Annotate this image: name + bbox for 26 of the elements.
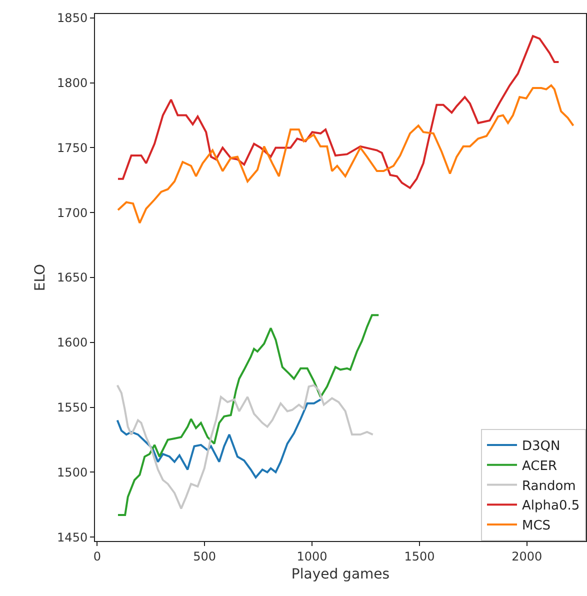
y-tick-label: 1750 bbox=[57, 140, 88, 155]
y-tick-label: 1700 bbox=[57, 206, 88, 220]
x-tick-label: 0 bbox=[93, 549, 101, 564]
y-tick-label: 1850 bbox=[57, 11, 88, 26]
line-series bbox=[116, 314, 380, 516]
legend-label: Random bbox=[522, 478, 576, 494]
x-tick-label: 1500 bbox=[404, 549, 435, 564]
x-tick-label: 500 bbox=[193, 549, 216, 564]
y-tick-label: 1450 bbox=[57, 530, 88, 544]
y-tick-label: 1550 bbox=[57, 400, 88, 414]
legend-label: MCS bbox=[522, 518, 551, 534]
x-tick-label: 2000 bbox=[512, 549, 542, 564]
y-tick-label: 1650 bbox=[57, 270, 88, 285]
y-axis-title: ELO bbox=[32, 264, 49, 292]
legend-label: D3QN bbox=[522, 439, 560, 454]
x-axis-title: Played games bbox=[291, 566, 390, 583]
legend-label: Alpha0.5 bbox=[522, 498, 580, 514]
line-series bbox=[116, 384, 374, 510]
y-tick-label: 1600 bbox=[57, 336, 88, 350]
y-tick-label: 1500 bbox=[57, 465, 88, 480]
x-tick-label: 1000 bbox=[296, 549, 328, 564]
legend-label: ACER bbox=[522, 458, 557, 474]
y-tick-label: 1800 bbox=[57, 76, 88, 90]
line-series bbox=[116, 398, 322, 478]
line-series bbox=[116, 84, 574, 224]
line-series bbox=[116, 35, 560, 189]
